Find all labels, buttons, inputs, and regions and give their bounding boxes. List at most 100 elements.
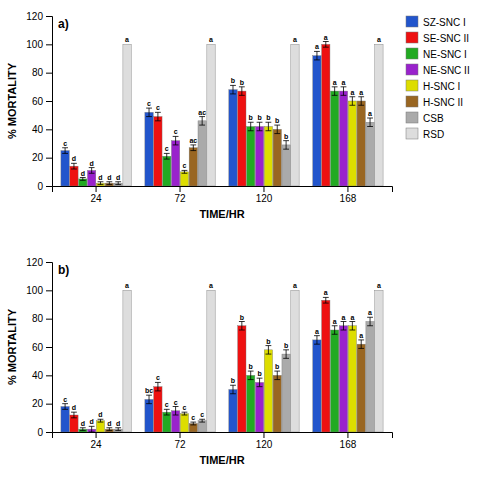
error-cap <box>257 386 263 387</box>
y-tick: 40 <box>32 124 52 135</box>
bar <box>207 290 215 432</box>
error-cap <box>80 427 86 428</box>
error-cap <box>341 321 347 322</box>
tick-label: 72 <box>174 193 186 204</box>
error-bar <box>283 350 289 359</box>
error-bar <box>155 382 161 391</box>
error-cap <box>182 173 188 174</box>
letter-label: a <box>342 79 346 86</box>
tick-label: 24 <box>91 439 103 450</box>
tick-label: 60 <box>32 342 44 353</box>
letter-label: b <box>257 370 261 377</box>
y-tick: 60 <box>32 342 52 353</box>
letter-label: a <box>377 36 381 43</box>
letter-label: c <box>174 399 178 406</box>
plot-marks <box>61 290 383 432</box>
y-tick: 80 <box>32 313 52 324</box>
legend-swatch <box>406 16 418 27</box>
error-cap <box>164 159 170 160</box>
bar <box>348 101 356 186</box>
letter-label: c <box>156 374 160 381</box>
letter-label: c <box>191 414 195 421</box>
error-bar <box>349 322 355 331</box>
tick-label: 120 <box>26 11 43 22</box>
error-cap <box>190 424 196 425</box>
error-stem <box>277 125 278 134</box>
error-cap <box>115 430 121 431</box>
error-cap <box>98 419 104 420</box>
panel-title: a) <box>58 17 69 31</box>
tick-label: 40 <box>32 124 44 135</box>
letter-label: c <box>165 401 169 408</box>
letter-label: d <box>72 155 76 162</box>
tick-label: 24 <box>91 193 103 204</box>
letter-labels: cbcbadcbadcbadcbadcbadcbadcbaaaaa <box>63 282 381 426</box>
error-bar <box>314 336 320 345</box>
error-cap <box>314 51 320 52</box>
bar <box>375 290 383 432</box>
error-stem <box>100 182 101 185</box>
tick-mark <box>46 44 52 45</box>
bar <box>247 127 255 187</box>
error-cap <box>349 330 355 331</box>
letter-label: b <box>240 314 244 321</box>
error-cap <box>164 409 170 410</box>
error-cap <box>199 422 205 423</box>
bar <box>273 129 281 186</box>
letter-label: b <box>231 77 235 84</box>
letter-label: c <box>147 100 151 107</box>
letter-label: a <box>333 79 337 86</box>
error-cap <box>199 125 205 126</box>
error-cap <box>115 181 121 182</box>
tick-mark <box>96 432 97 438</box>
bar <box>366 122 374 186</box>
tick-label: 40 <box>32 370 44 381</box>
error-bar <box>230 85 236 94</box>
error-cap <box>341 86 347 87</box>
legend-item: NE-SNC II <box>406 64 470 76</box>
error-cap <box>199 116 205 117</box>
error-cap <box>98 422 104 423</box>
letter-label: a <box>209 36 213 43</box>
legend-label: H-SNC I <box>423 81 460 92</box>
error-cap <box>367 118 373 119</box>
letter-label: a <box>324 34 328 41</box>
bar <box>163 156 171 186</box>
letter-label: a <box>368 110 372 117</box>
error-cap <box>230 85 236 86</box>
tick-mark <box>347 186 348 192</box>
y-axis-title: % MORTALITY <box>6 62 18 139</box>
tick-label: 72 <box>174 439 186 450</box>
tick-label: 80 <box>32 67 44 78</box>
error-bar <box>80 428 86 431</box>
letter-label: b <box>249 363 253 370</box>
bar <box>348 326 356 432</box>
error-cap <box>230 93 236 94</box>
bar <box>61 407 69 433</box>
error-bar <box>239 322 245 331</box>
error-cap <box>89 432 95 433</box>
tick-label: 100 <box>26 285 43 296</box>
tick-mark <box>46 129 52 130</box>
legend-label: H-SNC II <box>423 97 463 108</box>
y-tick: 0 <box>37 427 52 438</box>
error-bar <box>146 108 152 117</box>
y-tick: 0 <box>37 181 52 192</box>
error-stem <box>109 428 110 431</box>
letter-label: a <box>377 282 381 289</box>
error-cap <box>323 47 329 48</box>
error-bar <box>173 136 179 145</box>
error-bar <box>274 125 280 134</box>
bar <box>330 330 338 432</box>
letter-label: c <box>200 411 204 418</box>
x-tick: 24 <box>91 432 103 450</box>
letter-label: b <box>231 377 235 384</box>
tick-label: 0 <box>37 427 43 438</box>
error-bar <box>358 340 364 349</box>
error-stem <box>118 428 119 431</box>
x-tick: 168 <box>340 186 357 204</box>
letter-labels: ccbadcbadcbadcbadcbadacbadacbaaaaa <box>63 34 381 181</box>
error-bar <box>164 409 170 415</box>
error-cap <box>164 415 170 416</box>
error-cap <box>106 184 112 185</box>
